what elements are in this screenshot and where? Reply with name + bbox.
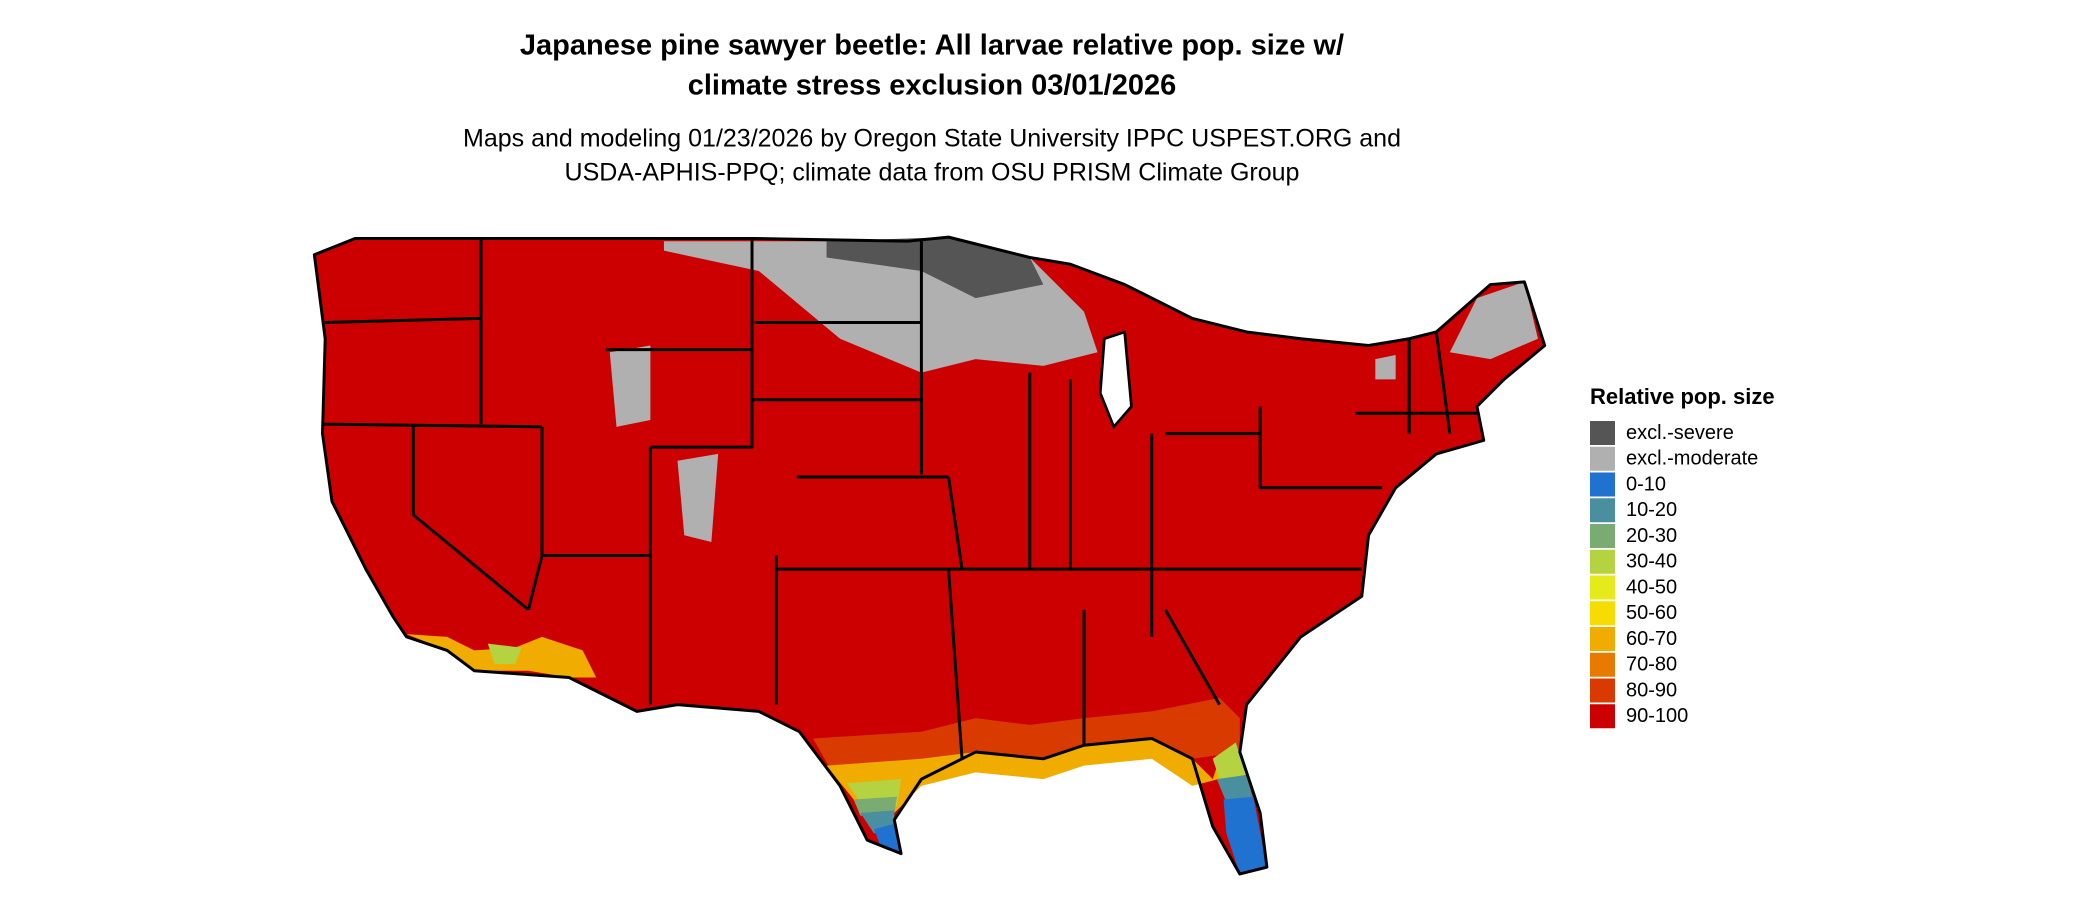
legend-swatch [1590,652,1615,677]
legend-label: 50-60 [1626,602,1677,624]
subtitle: Maps and modeling 01/23/2026 by Oregon S… [463,125,1401,153]
legend-label: 10-20 [1626,499,1677,521]
state-borders [322,238,1477,759]
map [312,235,1547,876]
legend-swatch [1590,704,1615,729]
legend-label: 30-40 [1626,551,1677,573]
legend-label: 0-10 [1626,473,1666,495]
legend-label: 20-30 [1626,525,1677,547]
zone-southwest-low [487,643,522,664]
zone-0-10 [873,796,1267,874]
zone-excl-severe [826,237,1044,299]
subtitle: USDA-APHIS-PPQ; climate data from OSU PR… [565,159,1300,187]
legend-title: Relative pop. size [1590,384,1775,409]
legend-label: excl.-moderate [1626,448,1758,470]
legend-swatch [1590,421,1615,445]
legend-swatch [1590,446,1615,471]
zone-60-70 [826,738,1244,813]
legend-label: 90-100 [1626,705,1688,727]
legend-swatch [1590,472,1615,497]
lake-michigan [1098,330,1133,430]
legend-label: 60-70 [1626,628,1677,650]
legend-label: 70-80 [1626,654,1677,676]
legend-label: 40-50 [1626,576,1677,598]
zone-excl-moderate [609,237,1538,542]
legend-swatch [1590,524,1615,548]
legend-swatch [1590,575,1615,600]
us-outline [312,235,1547,876]
legend-swatch [1590,627,1615,651]
legend-swatch [1590,601,1615,626]
legend-label: excl.-severe [1626,422,1734,444]
legend-label: 80-90 [1626,679,1677,701]
legend-swatch [1590,549,1615,574]
legend-swatch [1590,678,1615,703]
title: climate stress exclusion 03/01/2026 [688,70,1176,102]
legend-swatch [1590,498,1615,523]
legend: excl.-severe excl.-moderate 0-10 10-20 20-30… [1590,421,1758,729]
title: Japanese pine sawyer beetle: All larvae … [520,30,1344,62]
